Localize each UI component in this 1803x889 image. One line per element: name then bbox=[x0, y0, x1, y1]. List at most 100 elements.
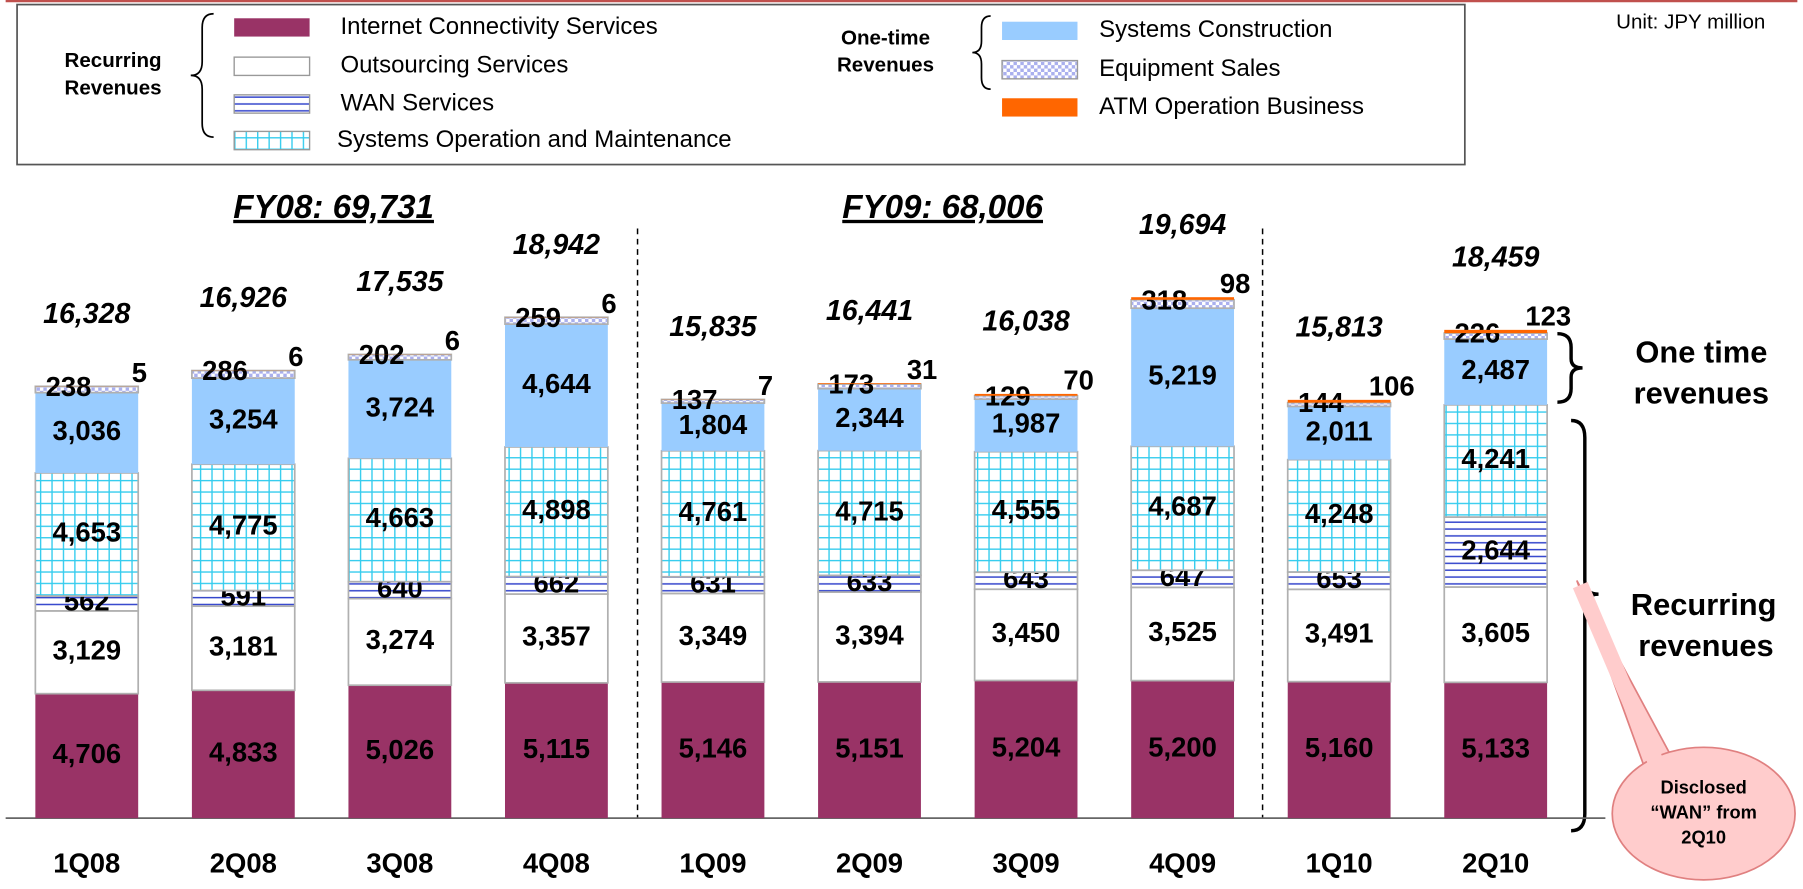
data-label: 106 bbox=[1369, 371, 1415, 402]
data-label: 4,248 bbox=[1305, 498, 1374, 529]
data-label: 2,011 bbox=[1306, 415, 1373, 446]
x-tick-label: 2Q09 bbox=[836, 847, 903, 878]
bar-segment bbox=[35, 392, 139, 473]
total-label: 16,441 bbox=[826, 295, 913, 327]
bar-segment bbox=[1131, 308, 1235, 447]
bar-segment bbox=[974, 680, 1078, 819]
x-tick-label: 1Q08 bbox=[53, 847, 120, 878]
total-label: 19,694 bbox=[1139, 209, 1226, 241]
x-tick-label: 4Q08 bbox=[523, 847, 590, 878]
legend-group-label: Recurring bbox=[65, 49, 162, 72]
data-label: 2,487 bbox=[1461, 354, 1530, 385]
legend-group-label: Revenues bbox=[65, 77, 162, 100]
data-label: 259 bbox=[515, 302, 561, 333]
bar-segment bbox=[1443, 404, 1548, 518]
legend-label: ATM Operation Business bbox=[1099, 93, 1364, 120]
x-tick-label: 3Q09 bbox=[993, 847, 1060, 878]
data-label: 4,663 bbox=[366, 502, 435, 533]
data-label: 5,200 bbox=[1148, 732, 1217, 763]
x-tick-label: 2Q10 bbox=[1462, 847, 1529, 878]
bar-segment bbox=[1443, 586, 1548, 684]
data-label: 4,715 bbox=[835, 495, 904, 526]
bar-segment bbox=[661, 682, 765, 819]
data-label: 7 bbox=[758, 370, 773, 401]
data-label: 3,724 bbox=[366, 391, 435, 422]
bar-segment bbox=[34, 472, 140, 597]
bar-segment bbox=[35, 693, 139, 819]
data-label: 3,605 bbox=[1461, 617, 1530, 648]
x-tick-label: 1Q10 bbox=[1306, 847, 1373, 878]
legend-label: Equipment Sales bbox=[1099, 55, 1280, 82]
data-label: 129 bbox=[985, 380, 1031, 411]
total-label: 15,813 bbox=[1295, 312, 1382, 344]
x-tick-label: 4Q09 bbox=[1149, 847, 1216, 878]
data-label: 4,833 bbox=[209, 736, 278, 767]
legend-swatch bbox=[1001, 59, 1079, 80]
total-label: 17,535 bbox=[356, 266, 444, 298]
side-label: One time bbox=[1635, 334, 1767, 369]
total-label: 18,942 bbox=[513, 229, 600, 261]
unit-note: Unit: JPY million bbox=[1616, 10, 1765, 33]
data-label: 3,181 bbox=[209, 630, 278, 661]
x-tick-label: 1Q09 bbox=[679, 847, 746, 878]
data-label: 6 bbox=[445, 325, 460, 356]
data-label: 6 bbox=[288, 341, 303, 372]
data-label: 137 bbox=[672, 384, 718, 415]
data-label: 5,026 bbox=[366, 734, 435, 765]
legend-label: Systems Construction bbox=[1099, 16, 1332, 43]
bar-segment bbox=[817, 591, 922, 683]
bar-segment bbox=[347, 457, 453, 583]
total-label: 16,038 bbox=[982, 306, 1069, 338]
fy-label: FY09: 68,006 bbox=[842, 189, 1043, 226]
data-label: 202 bbox=[359, 339, 405, 370]
bar-segment bbox=[1286, 458, 1392, 573]
legend-group-label: Revenues bbox=[837, 54, 934, 77]
bar-segment bbox=[504, 324, 608, 447]
data-label: 6 bbox=[601, 288, 616, 319]
x-tick-label: 3Q08 bbox=[366, 847, 433, 878]
bar-segment bbox=[1131, 680, 1235, 819]
legend-swatch bbox=[234, 18, 310, 37]
data-label: 4,706 bbox=[52, 738, 121, 769]
legend-swatch bbox=[1002, 21, 1078, 40]
bar-segment bbox=[817, 449, 922, 577]
data-label: 3,254 bbox=[209, 403, 278, 434]
data-label: 3,129 bbox=[52, 635, 121, 666]
bar-segment bbox=[1130, 445, 1235, 572]
callout-text: Disclosed bbox=[1661, 776, 1747, 797]
data-label: 3,491 bbox=[1305, 618, 1374, 649]
bar-segment bbox=[818, 681, 921, 819]
side-label: revenues bbox=[1638, 628, 1773, 663]
data-label: 4,775 bbox=[209, 510, 278, 541]
data-label: 144 bbox=[1298, 387, 1344, 418]
data-label: 5,204 bbox=[992, 732, 1061, 763]
bar-segment bbox=[34, 610, 140, 695]
legend-label: WAN Services bbox=[340, 89, 494, 116]
legend-label: Outsourcing Services bbox=[340, 52, 568, 79]
bar-segment bbox=[191, 690, 295, 819]
data-label: 3,450 bbox=[992, 617, 1061, 648]
legend-swatch bbox=[233, 130, 311, 151]
bar-segment bbox=[1131, 297, 1235, 300]
legend-swatch bbox=[233, 94, 311, 114]
bar-segment bbox=[974, 399, 1078, 452]
data-label: 1,987 bbox=[992, 408, 1061, 439]
data-label: 5,146 bbox=[679, 732, 748, 763]
legend-group-recurring: Recurring Revenues bbox=[65, 12, 214, 138]
fy-label: FY08: 69,731 bbox=[233, 189, 434, 226]
bar-segment bbox=[348, 685, 452, 819]
callout bbox=[1611, 746, 1796, 881]
side-label: revenues bbox=[1634, 376, 1769, 411]
data-label: 4,653 bbox=[52, 517, 121, 548]
brace bbox=[190, 12, 214, 138]
data-label: 3,274 bbox=[366, 624, 435, 655]
callout-join bbox=[1572, 581, 1668, 776]
bar-segment bbox=[348, 359, 452, 459]
data-label: 5,151 bbox=[835, 732, 904, 763]
total-label: 15,835 bbox=[669, 311, 757, 343]
bar-segment bbox=[1444, 329, 1548, 334]
bar-segment bbox=[191, 378, 295, 465]
data-label: 3,349 bbox=[679, 620, 748, 651]
legend-label: Systems Operation and Maintenance bbox=[337, 126, 732, 153]
bar-segment bbox=[973, 588, 1079, 682]
